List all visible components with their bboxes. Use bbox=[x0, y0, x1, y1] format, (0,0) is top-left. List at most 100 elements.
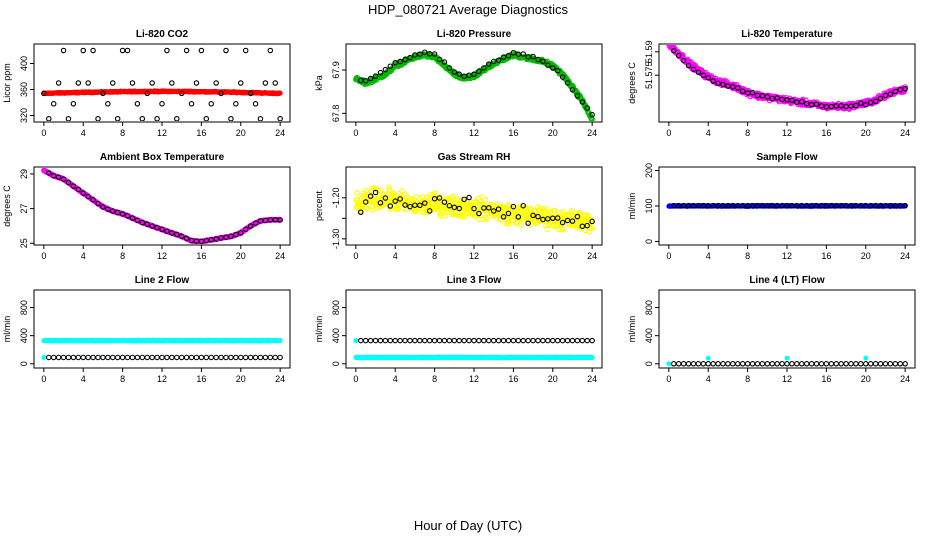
panel-title: Line 2 Flow bbox=[135, 275, 190, 286]
y-tick-label: 0 bbox=[331, 361, 341, 366]
point-averages bbox=[169, 354, 175, 361]
point-averages bbox=[525, 54, 531, 60]
point-averages bbox=[436, 195, 443, 201]
point-dense bbox=[467, 202, 474, 209]
point-averages bbox=[262, 80, 269, 86]
panel-title: Li-820 Pressure bbox=[437, 29, 512, 40]
point-averages bbox=[119, 47, 126, 54]
point-averages bbox=[545, 216, 551, 222]
point-dense-low bbox=[41, 354, 47, 360]
point-dense bbox=[902, 84, 908, 90]
x-tick-label: 24 bbox=[275, 374, 285, 384]
point-dense bbox=[559, 226, 566, 233]
point-averages bbox=[471, 205, 477, 212]
point-averages bbox=[863, 102, 869, 108]
point-averages bbox=[486, 205, 492, 211]
point-averages bbox=[584, 105, 590, 111]
point-averages bbox=[119, 354, 126, 361]
point-averages bbox=[203, 354, 210, 361]
point-dense bbox=[551, 207, 558, 214]
point-averages bbox=[441, 59, 448, 65]
point-averages bbox=[584, 222, 590, 229]
point-averages bbox=[198, 47, 205, 54]
point-averages bbox=[481, 65, 487, 71]
panel-title: Li-820 CO2 bbox=[136, 29, 189, 40]
point-dense bbox=[574, 224, 580, 231]
y-tick-label: 200 bbox=[644, 163, 654, 178]
y-axis-label: Licor ppm bbox=[2, 63, 12, 103]
x-tick-label: 0 bbox=[41, 251, 46, 261]
x-tick-label: 24 bbox=[587, 128, 597, 138]
point-averages bbox=[55, 174, 62, 180]
x-tick-label: 0 bbox=[41, 374, 46, 384]
point-averages bbox=[897, 86, 903, 93]
point-averages bbox=[159, 226, 165, 232]
point-averages bbox=[60, 176, 67, 182]
x-tick-label: 20 bbox=[861, 128, 871, 138]
y-tick-label: 100 bbox=[644, 198, 654, 213]
point-averages bbox=[774, 95, 780, 101]
x-tick-label: 12 bbox=[469, 128, 479, 138]
point-averages bbox=[466, 72, 472, 79]
point-averages bbox=[367, 75, 374, 82]
point-averages bbox=[223, 47, 229, 54]
point-averages bbox=[407, 203, 413, 210]
point-averages bbox=[441, 199, 448, 205]
point-averages bbox=[535, 56, 541, 63]
x-tick-label: 12 bbox=[469, 374, 479, 384]
point-dense bbox=[589, 225, 595, 231]
point-dense bbox=[432, 190, 438, 197]
y-tick-label: 400 bbox=[19, 56, 29, 71]
y-axis-label: kPa bbox=[314, 75, 324, 91]
x-tick-label: 0 bbox=[353, 251, 358, 261]
point-averages bbox=[730, 84, 736, 90]
point-averages bbox=[65, 116, 72, 121]
point-averages bbox=[545, 62, 551, 68]
point-averages bbox=[535, 213, 541, 220]
point-averages bbox=[223, 234, 229, 240]
x-tick-label: 16 bbox=[821, 128, 831, 138]
point-averages bbox=[784, 97, 790, 103]
point-averages bbox=[41, 90, 47, 97]
point-dense bbox=[505, 221, 512, 227]
point-averages bbox=[417, 51, 423, 57]
point-averages bbox=[853, 102, 859, 109]
y-tick-label: 27 bbox=[19, 204, 29, 214]
point-averages bbox=[838, 103, 844, 109]
y-tick-label: 51.59 bbox=[644, 41, 654, 64]
point-averages bbox=[540, 58, 546, 65]
x-tick-label: 20 bbox=[236, 251, 246, 261]
x-tick-label: 20 bbox=[861, 251, 871, 261]
point-dense bbox=[354, 190, 360, 196]
point-averages bbox=[114, 354, 121, 361]
x-tick-label: 4 bbox=[393, 128, 398, 138]
point-averages bbox=[500, 214, 507, 220]
point-averages bbox=[397, 58, 403, 65]
y-axis-label: ml/min bbox=[2, 316, 12, 343]
point-averages bbox=[174, 354, 180, 361]
point-averages bbox=[110, 80, 116, 86]
point-averages bbox=[671, 48, 677, 54]
point-averages bbox=[397, 196, 403, 202]
point-averages bbox=[515, 214, 522, 220]
point-averages bbox=[208, 101, 214, 107]
panel-title: Gas Stream RH bbox=[438, 152, 511, 163]
point-averages bbox=[85, 80, 91, 86]
point-averages bbox=[510, 50, 517, 56]
point-averages bbox=[426, 208, 433, 214]
point-averages bbox=[505, 210, 512, 217]
x-tick-label: 4 bbox=[81, 374, 86, 384]
point-averages bbox=[695, 69, 702, 76]
point-averages bbox=[446, 65, 453, 71]
point-averages bbox=[252, 220, 259, 226]
point-averages bbox=[828, 103, 835, 110]
point-averages bbox=[174, 116, 180, 121]
point-dense bbox=[442, 213, 448, 219]
point-averages bbox=[277, 217, 283, 223]
x-tick-label: 8 bbox=[120, 251, 125, 261]
point-averages bbox=[154, 224, 160, 231]
y-tick-label: 0 bbox=[644, 239, 654, 244]
point-dense bbox=[450, 193, 456, 200]
point-averages bbox=[574, 213, 581, 220]
point-averages bbox=[530, 53, 536, 60]
